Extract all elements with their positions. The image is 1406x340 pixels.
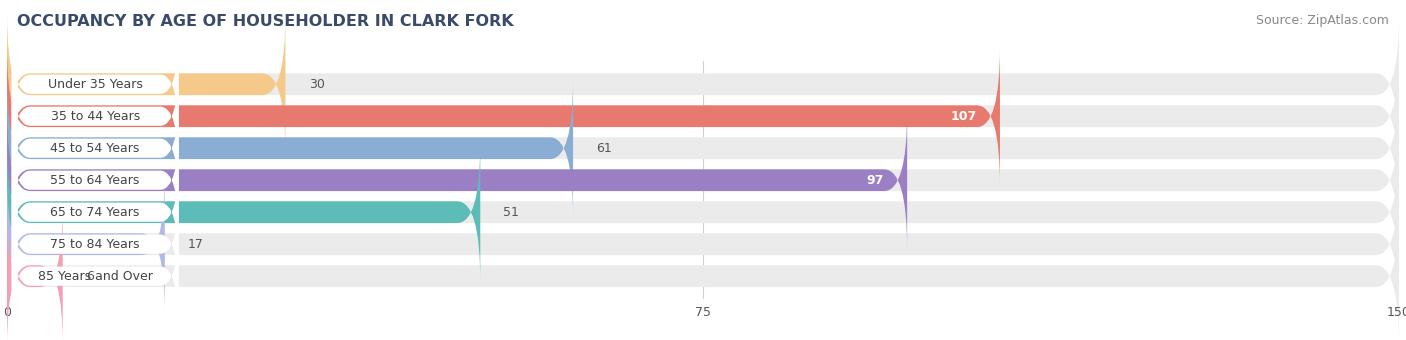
Text: Under 35 Years: Under 35 Years: [48, 78, 142, 91]
FancyBboxPatch shape: [11, 222, 179, 330]
Text: 30: 30: [308, 78, 325, 91]
FancyBboxPatch shape: [7, 207, 63, 340]
Text: 55 to 64 Years: 55 to 64 Years: [51, 174, 139, 187]
FancyBboxPatch shape: [7, 79, 574, 217]
Text: 97: 97: [866, 174, 884, 187]
FancyBboxPatch shape: [11, 190, 179, 299]
Text: 107: 107: [950, 110, 977, 123]
FancyBboxPatch shape: [7, 175, 1399, 313]
FancyBboxPatch shape: [7, 111, 907, 249]
FancyBboxPatch shape: [11, 62, 179, 171]
FancyBboxPatch shape: [11, 30, 179, 139]
Text: 6: 6: [86, 270, 94, 283]
Text: 75 to 84 Years: 75 to 84 Years: [51, 238, 141, 251]
FancyBboxPatch shape: [7, 207, 1399, 340]
FancyBboxPatch shape: [7, 143, 481, 281]
FancyBboxPatch shape: [7, 79, 1399, 217]
FancyBboxPatch shape: [7, 175, 165, 313]
FancyBboxPatch shape: [7, 15, 1399, 153]
FancyBboxPatch shape: [7, 47, 1000, 185]
Text: 85 Years and Over: 85 Years and Over: [38, 270, 153, 283]
Text: 35 to 44 Years: 35 to 44 Years: [51, 110, 139, 123]
FancyBboxPatch shape: [7, 15, 285, 153]
Text: Source: ZipAtlas.com: Source: ZipAtlas.com: [1256, 14, 1389, 27]
FancyBboxPatch shape: [7, 143, 1399, 281]
FancyBboxPatch shape: [11, 158, 179, 267]
FancyBboxPatch shape: [7, 111, 1399, 249]
Text: 45 to 54 Years: 45 to 54 Years: [51, 142, 139, 155]
FancyBboxPatch shape: [11, 126, 179, 235]
Text: OCCUPANCY BY AGE OF HOUSEHOLDER IN CLARK FORK: OCCUPANCY BY AGE OF HOUSEHOLDER IN CLARK…: [17, 14, 513, 29]
Text: 61: 61: [596, 142, 612, 155]
Text: 17: 17: [188, 238, 204, 251]
FancyBboxPatch shape: [7, 47, 1399, 185]
FancyBboxPatch shape: [11, 94, 179, 203]
Text: 65 to 74 Years: 65 to 74 Years: [51, 206, 139, 219]
Text: 51: 51: [503, 206, 519, 219]
